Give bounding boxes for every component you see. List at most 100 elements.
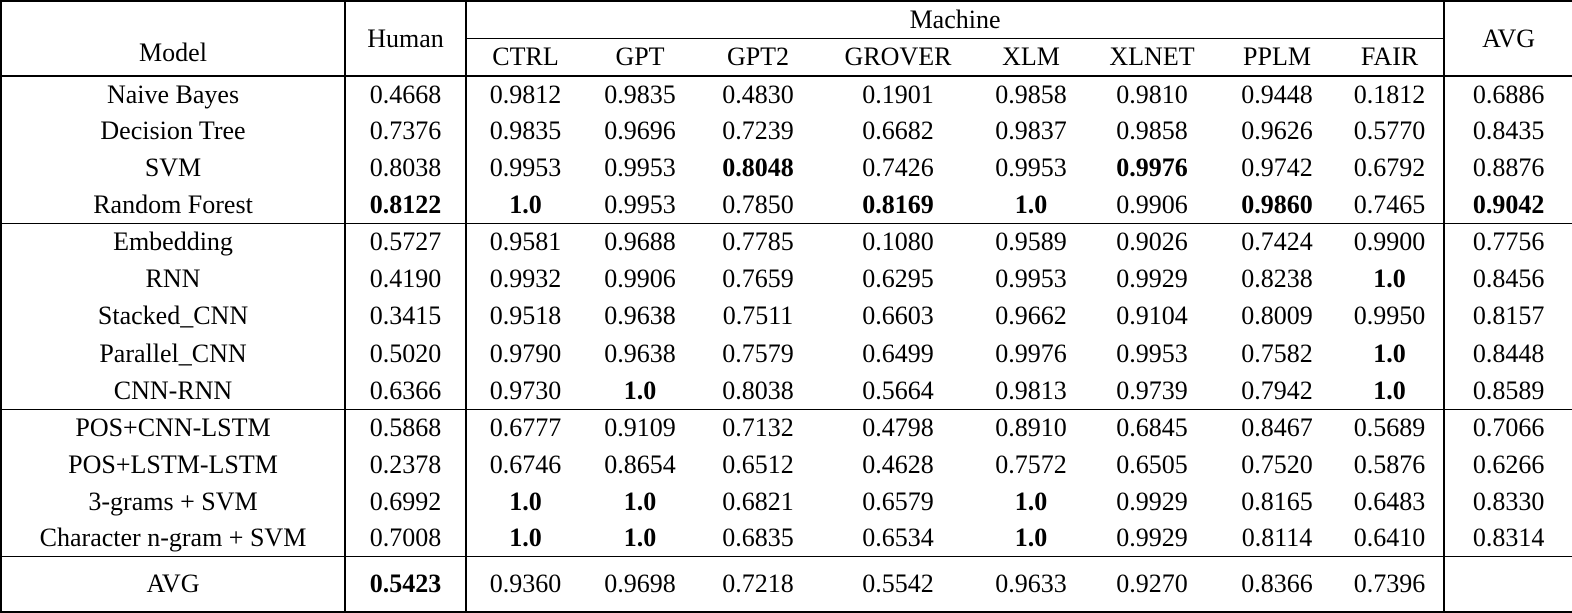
xlm-value-cell: 1.0: [1014, 523, 1048, 553]
grover-value-cell: 0.5542: [820, 556, 976, 612]
header-machine: Machine: [466, 1, 1445, 39]
xlnet-value-cell: 0.9270: [1086, 556, 1218, 612]
gpt2-value-cell: 0.8038: [722, 375, 794, 405]
header-col-xlnet: XLNET: [1109, 41, 1195, 71]
avg-value-cell: 0.8157: [1472, 301, 1545, 331]
results-table-body: Naive Bayes 0.4668 0.9812 0.9835 0.4830 0.190…: [1, 75, 1572, 612]
model-label: Stacked_CNN: [1, 297, 346, 336]
fair-value-cell: 0.6410: [1336, 520, 1446, 557]
grover-value-cell: 0.6534: [862, 523, 934, 553]
grover-value-cell: 0.1080: [820, 222, 976, 261]
avg-value-cell: 0.8435: [1472, 116, 1545, 146]
gpt-value-cell: 0.9638: [604, 338, 676, 368]
ctrl-value-cell: 0.9835: [489, 116, 562, 146]
header-col-gpt: GPT: [615, 41, 665, 71]
pplm-value-cell: 0.8467: [1218, 409, 1336, 447]
table-row: POS+LSTM-LSTM 0.2378 0.6746 0.8654 0.6512 0.4…: [1, 446, 1572, 484]
avg-value-cell: 0.8589: [1472, 375, 1545, 405]
xlnet-value-cell: 0.9929: [1116, 264, 1188, 294]
ctrl-value-cell: 1.0: [509, 189, 542, 219]
header-col-grover: GROVER: [844, 41, 952, 71]
grover-value-cell: 0.4628: [862, 449, 934, 479]
human-value-cell: 0.8122: [345, 186, 467, 224]
xlnet-value-cell: 0.9739: [1116, 375, 1188, 405]
table-row: Decision Tree 0.7376 0.9835 0.9696 0.7239 0.6…: [1, 112, 1572, 150]
header-avg: AVG: [1443, 1, 1572, 76]
gpt-value-cell: 1.0: [623, 486, 657, 516]
header-row-2: CTRL GPT GPT2 GROVER XLM XLNET PPLM FAIR: [1, 38, 1572, 76]
xlm-value-cell: 0.9837: [995, 116, 1067, 146]
header-col-gpt2: GPT2: [726, 41, 790, 71]
gpt-value-cell: 0.9638: [604, 301, 676, 331]
pplm-value-cell: 0.9742: [1241, 153, 1313, 183]
fair-value-cell: 1.0: [1336, 260, 1446, 298]
model-label: POS+LSTM-LSTM: [1, 446, 346, 484]
ctrl-value-cell: 0.9518: [489, 301, 562, 331]
gpt-value-cell: 1.0: [623, 375, 657, 405]
pplm-value-cell: 0.8366: [1218, 556, 1336, 612]
ctrl-value-cell: 0.9812: [466, 75, 584, 113]
model-label: RNN: [1, 260, 346, 298]
model-label: Naive Bayes: [1, 75, 346, 113]
gpt2-value-cell: 0.7132: [696, 409, 820, 447]
header-col-ctrl: CTRL: [492, 41, 559, 71]
xlm-value-cell: 0.9953: [995, 264, 1067, 294]
table-row: AVG 0.5423 0.9360 0.9698 0.7218 0.5542 0.9633 0…: [1, 556, 1572, 612]
xlnet-value-cell: 0.9976: [1116, 153, 1188, 183]
fair-value-cell: 0.5876: [1336, 446, 1446, 484]
model-label: CNN-RNN: [1, 372, 346, 410]
ctrl-value-cell: 0.6746: [489, 449, 562, 479]
header-col-pplm: PPLM: [1243, 41, 1311, 71]
pplm-value-cell: 0.8165: [1241, 486, 1313, 516]
model-label: Random Forest: [1, 186, 346, 224]
fair-value-cell: 0.5689: [1336, 409, 1446, 447]
gpt2-value-cell: 0.4830: [696, 75, 820, 113]
model-label: Parallel_CNN: [1, 335, 346, 373]
xlnet-value-cell: 0.9810: [1086, 75, 1218, 113]
grover-value-cell: 0.6295: [862, 264, 934, 294]
gpt-value-cell: 0.9835: [584, 75, 696, 113]
table-row: CNN-RNN 0.6366 0.9730 1.0 0.8038 0.5664 0.9813…: [1, 372, 1572, 410]
human-value-cell: 0.7008: [345, 520, 467, 557]
gpt2-value-cell: 0.7785: [696, 222, 820, 261]
table-row: RNN 0.4190 0.9932 0.9906 0.7659 0.6295 0.9953 0…: [1, 260, 1572, 298]
gpt2-value-cell: 0.7850: [722, 189, 794, 219]
human-value-cell: 0.8038: [345, 149, 467, 187]
xlm-value-cell: 0.9858: [976, 75, 1086, 113]
human-value-cell: 0.5020: [345, 335, 467, 373]
xlm-value-cell: 0.9976: [995, 338, 1067, 368]
human-value-cell: 0.4190: [345, 260, 467, 298]
xlnet-value-cell: 0.9953: [1116, 338, 1188, 368]
header-col-fair: FAIR: [1336, 38, 1446, 76]
grover-value-cell: 0.8169: [862, 189, 934, 219]
human-value-cell: 0.7376: [345, 112, 467, 150]
pplm-value-cell: 0.8114: [1241, 523, 1313, 553]
table-row: Random Forest 0.8122 1.0 0.9953 0.7850 0.8169…: [1, 186, 1572, 224]
ctrl-value-cell: 0.9790: [489, 338, 562, 368]
gpt2-value-cell: 0.7511: [722, 301, 794, 331]
pplm-value-cell: 0.7520: [1241, 449, 1313, 479]
table-row: Stacked_CNN 0.3415 0.9518 0.9638 0.7511 0.660…: [1, 297, 1572, 336]
table-row: Parallel_CNN 0.5020 0.9790 0.9638 0.7579 0.64…: [1, 335, 1572, 373]
gpt-value-cell: 0.9953: [604, 189, 676, 219]
pplm-value-cell: 0.7942: [1241, 375, 1313, 405]
xlnet-value-cell: 0.9906: [1116, 189, 1188, 219]
avg-value-cell: 0.8314: [1472, 523, 1545, 553]
fair-value-cell: 0.5770: [1336, 112, 1446, 150]
xlnet-value-cell: 0.6505: [1116, 449, 1188, 479]
pplm-value-cell: 0.7424: [1218, 222, 1336, 261]
ctrl-value-cell: 1.0: [509, 523, 542, 553]
fair-value-cell: 0.6792: [1336, 149, 1446, 187]
grover-value-cell: 0.6603: [862, 301, 934, 331]
avg-value-cell: 0.8876: [1472, 153, 1545, 183]
human-value-cell: 0.6992: [345, 483, 467, 521]
avg-value-cell: 0.7066: [1444, 409, 1572, 447]
pplm-value-cell: 0.8009: [1241, 301, 1313, 331]
avg-value-cell: 0.8456: [1472, 264, 1545, 294]
avg-value-cell: 0.6886: [1444, 75, 1572, 113]
ctrl-value-cell: 0.9360: [466, 556, 584, 612]
ctrl-value-cell: 1.0: [509, 486, 542, 516]
table-row: POS+CNN-LSTM 0.5868 0.6777 0.9109 0.7132 0.47…: [1, 409, 1572, 447]
